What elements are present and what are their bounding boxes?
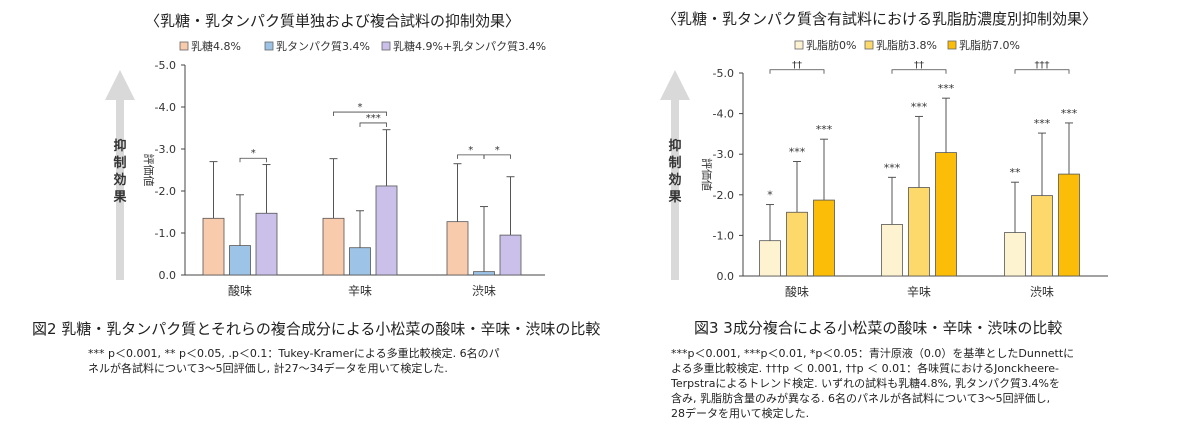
significance-label: *** [884,161,901,174]
bar [881,224,903,277]
bracket-label: †† [914,60,924,71]
significance-label: ** [1010,166,1022,179]
legend-label: 乳脂肪7.0% [959,38,1020,52]
y-tick-label: 0.0 [159,269,177,282]
bar [786,211,808,277]
significance-label: *** [938,82,955,95]
chart-right: 抑制効果 評価値 0.0 -1.0 -2.0 -3.0 -4.0 -5.0 乳脂肪0% 乳脂肪3.… [660,38,1108,299]
significance-label: *** [816,123,833,136]
y-tick-label: -2.0 [713,189,734,202]
significance-bracket [483,154,511,159]
y-tick-label: -3.0 [155,143,176,156]
bracket-label: * [358,102,363,113]
bar [813,199,835,277]
legend-swatch [794,40,804,50]
x-category-label: 辛味 [907,285,931,299]
bar [1058,173,1080,277]
bar [229,245,251,276]
note-line: ネルが各試料について3～5回評価し, 計27～34データを用いて検定した. [88,362,448,375]
bar [446,221,469,276]
y-tick-label: 0.0 [717,270,735,283]
bar [349,247,371,276]
legend-label: 乳糖4.9%+乳タンパク質3.4% [393,39,546,53]
significance-bracket [769,69,825,74]
figure-2-notes: *** p＜0.001, ** p＜0.05, .p＜0.1：Tukey-Kra… [88,346,500,376]
arrow-label-char: 制 [668,155,681,171]
y-tick-label: -5.0 [155,59,176,72]
y-tick-label: -1.0 [155,227,176,240]
significance-label: *** [1034,117,1051,130]
y-tick-label: -3.0 [713,148,734,161]
bracket-label: * [251,148,256,159]
legend-swatch [381,41,391,51]
note-line: 含み, 乳脂肪含量のみが異なる. 6名のパネルが各試料について3～5回評価し, [671,392,1051,405]
arrow-label-char: 効 [113,172,126,188]
bar [473,271,495,276]
significance-bracket [239,157,267,163]
significance-bracket [891,69,947,74]
legend-swatch [179,41,189,51]
legend-swatch [947,40,957,50]
legend-label: 乳タンパク質3.4% [276,39,370,53]
arrow-label-char: 果 [667,190,681,205]
arrow-label-char: 抑 [668,138,681,154]
x-category-label: 辛味 [348,284,372,298]
y-tick-label: -4.0 [155,101,176,114]
bar [375,185,398,276]
significance-bracket [1014,69,1070,74]
note-line: Terpstraによるトレンド検定. いずれの試料も乳糖4.8%, 乳タンパク質… [671,377,1060,390]
significance-label: *** [789,146,806,159]
bracket-label: *** [366,113,381,124]
chart-title-right: 〈乳糖・乳タンパク質含有試料における乳脂肪濃度別抑制効果〉 [662,10,1098,28]
y-tick-label: -4.0 [713,108,734,121]
bracket-label: †† [792,60,802,71]
bar [255,212,278,276]
significance-bracket [359,122,387,127]
legend-label: 乳糖4.8% [191,39,241,53]
bar [759,240,781,277]
y-tick-label: -2.0 [155,185,176,198]
x-category-label: 酸味 [228,283,252,298]
significance-label: *** [1061,107,1078,120]
figure-3-caption: 図3 3成分複合による小松菜の酸味・辛味・渋味の比較 [694,319,1063,337]
y-tick-label: -5.0 [713,67,734,80]
up-arrow-icon [660,70,690,280]
significance-bracket [333,111,387,117]
x-category-label: 酸味 [785,284,809,299]
bar [908,187,930,277]
arrow-label-char: 効 [668,172,681,188]
note-line: 28データを用いて検定した. [671,407,810,420]
x-category-label: 渋味 [1030,285,1054,299]
note-line: ***p＜0.001, ***p＜0.01, *p＜0.05：青汁原液（0.0）… [671,347,1075,360]
chart-left: 抑制効果 評価値 0.0 -1.0 -2.0 -3.0 -4.0 -5.0 乳糖4.8% 乳タンパ… [105,39,546,298]
arrow-label-char: 制 [113,155,126,171]
note-line: *** p＜0.001, ** p＜0.05, .p＜0.1：Tukey-Kra… [88,347,500,360]
bracket-label: * [495,145,500,156]
significance-label: *** [911,100,928,113]
legend-label: 乳脂肪3.8% [876,38,937,52]
arrow-label-char: 果 [112,190,126,205]
y-axis-label: 評価値 [700,158,714,191]
up-arrow-icon [105,70,135,280]
legend-swatch [264,41,274,51]
bar [1031,195,1053,277]
bar [202,217,225,276]
legend-swatch [864,40,874,50]
bar [1004,232,1026,277]
note-line: よる多重比較検定. †††p ＜ 0.001, ††p ＜ 0.01：各味質にお… [671,362,1059,375]
x-category-label: 渋味 [472,284,496,298]
significance-label: * [767,189,773,202]
bar [322,217,345,276]
arrow-label-char: 抑 [113,138,126,154]
bar [935,152,957,277]
bar [499,234,522,276]
figure-2-caption: 図2 乳糖・乳タンパク質とそれらの複合成分による小松菜の酸味・辛味・渋味の比較 [32,320,601,338]
bracket-label: * [468,145,473,156]
y-tick-label: -1.0 [713,229,734,242]
chart-title-left: 〈乳糖・乳タンパク質単独および複合試料の抑制効果〉 [145,12,521,30]
figure-3-notes: ***p＜0.001, ***p＜0.01, *p＜0.05：青汁原液（0.0）… [671,346,1074,421]
y-axis-label: 評価値 [142,154,156,187]
legend-label: 乳脂肪0% [806,38,856,52]
bracket-label: ††† [1035,60,1050,71]
